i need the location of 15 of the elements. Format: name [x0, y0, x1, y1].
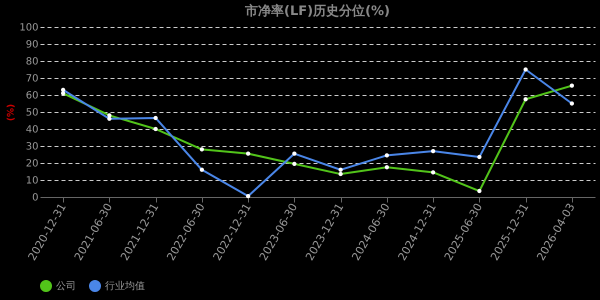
legend-label: 公司 [56, 280, 76, 292]
legend-label: 行业均值 [105, 280, 145, 292]
y-tick-label: 20 [26, 158, 38, 170]
y-tick-label: 70 [26, 74, 38, 84]
y-tick-label: 60 [26, 90, 38, 102]
y-tick-label: 80 [26, 56, 38, 68]
y-tick-label: 40 [26, 124, 38, 136]
y-axis-title: (%) [6, 104, 16, 122]
y-tick-label: 100 [19, 22, 38, 34]
y-tick-label: 0 [32, 192, 38, 204]
y-tick-label: 10 [26, 176, 38, 186]
y-tick-label: 30 [26, 142, 38, 152]
y-tick-label: 50 [26, 108, 38, 118]
y-tick-label: 90 [26, 40, 38, 50]
chart-title: 市净率(LF)历史分位(%) [244, 3, 390, 19]
